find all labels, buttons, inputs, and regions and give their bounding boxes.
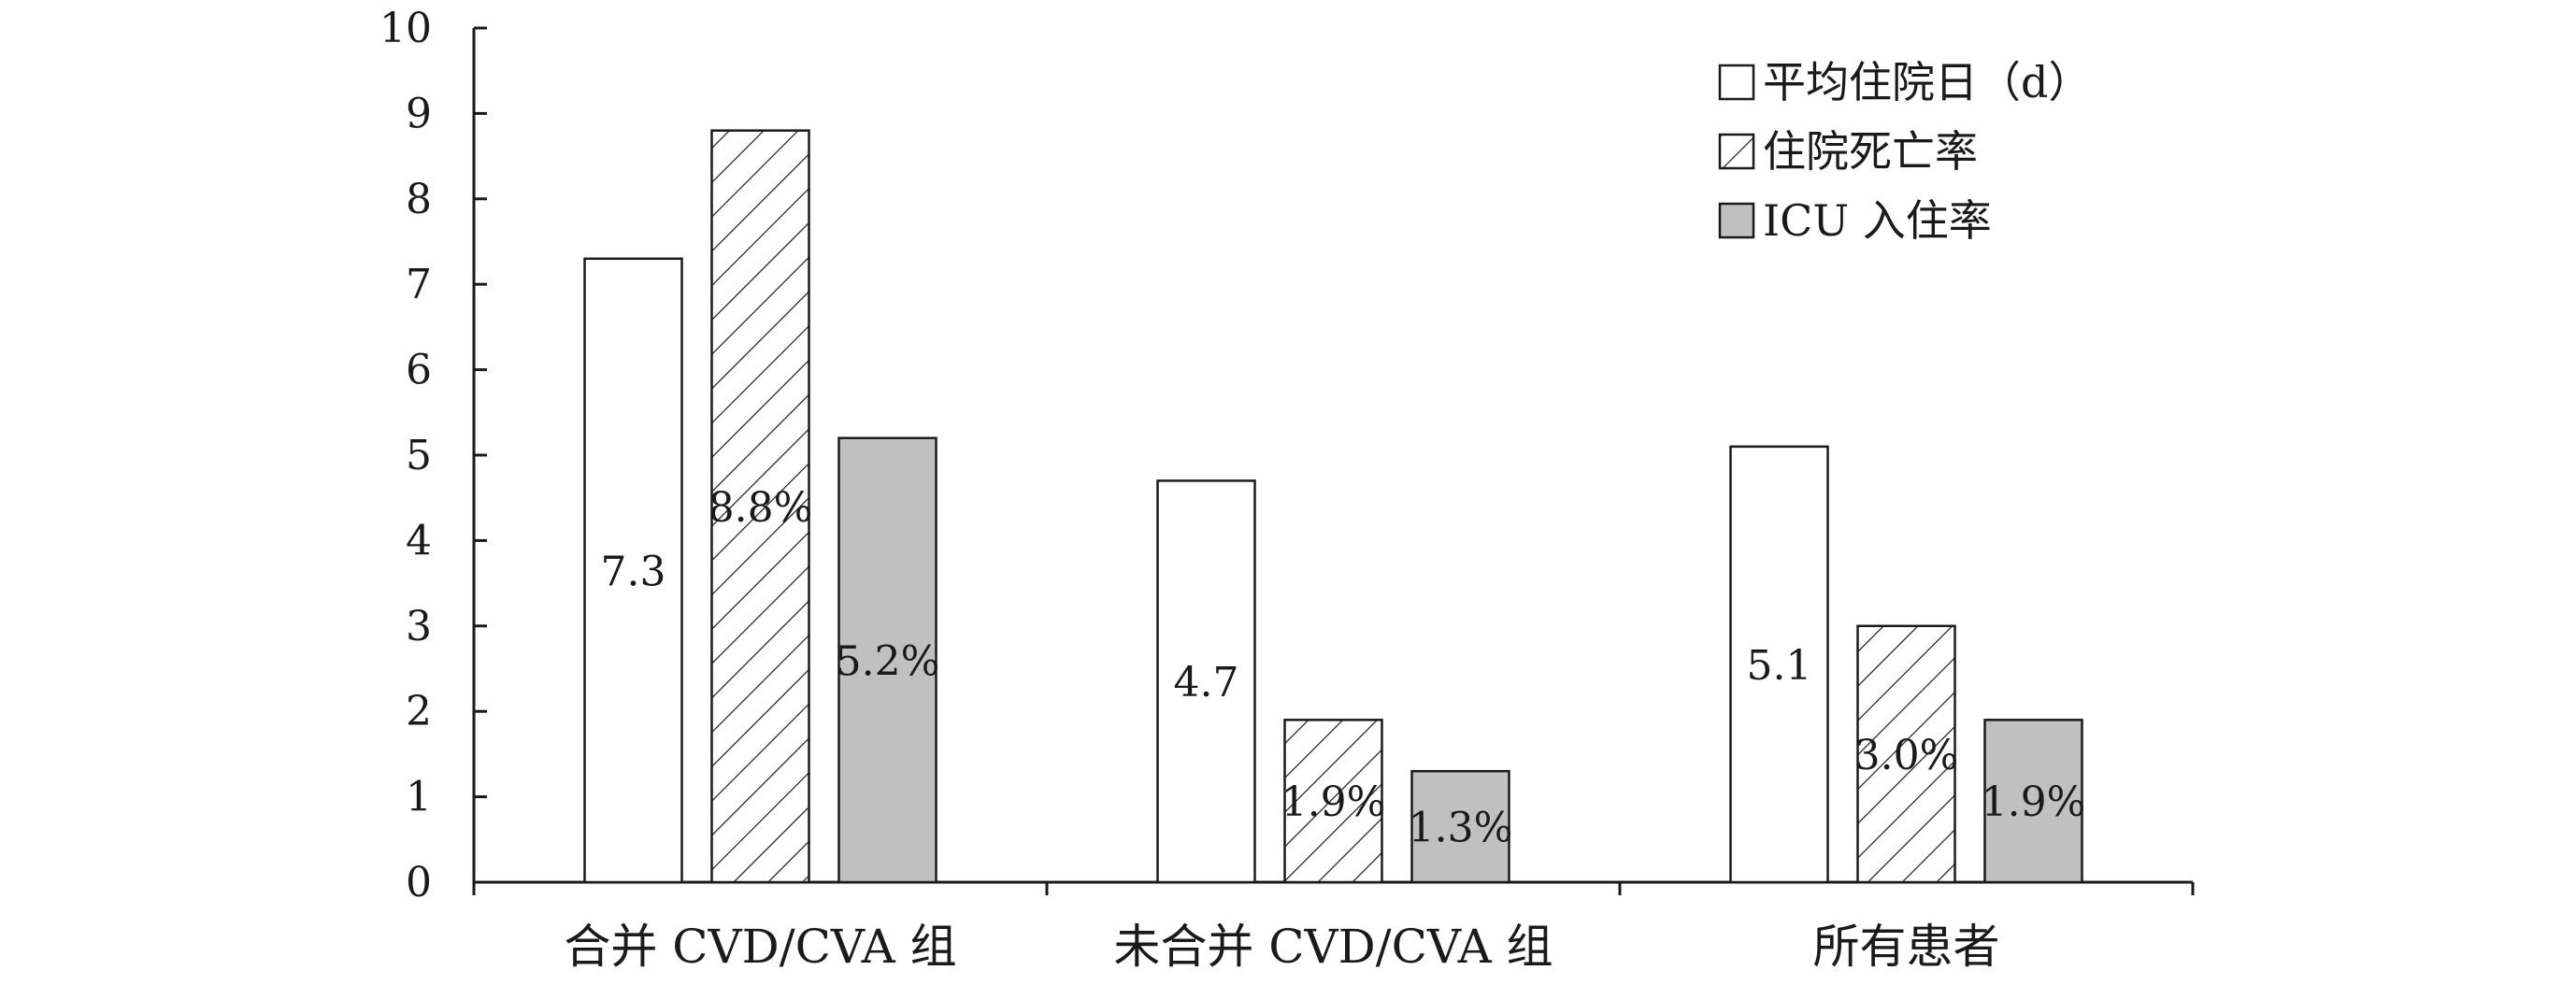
bar	[1156, 479, 1256, 884]
bar	[583, 257, 683, 884]
data-labels: 7.3 8.8% 5.2% 4.7 1.9% 1.3% 5.1 3.0% 1.9%	[601, 484, 2086, 852]
bar	[1283, 719, 1383, 884]
bar	[1729, 445, 1829, 884]
legend-label: ICU 入住率	[1763, 195, 1992, 246]
legend: 平均住院日（d） 住院死亡率 ICU 入住率	[1718, 57, 2091, 246]
legend-swatch	[1718, 133, 1755, 170]
x-category-label: 所有患者	[1813, 920, 2000, 974]
legend-label: 住院死亡率	[1763, 126, 1978, 177]
bar-value-label: 4.7	[1174, 659, 1239, 707]
bar-value-label: 3.0%	[1854, 732, 1959, 779]
legend-swatch	[1718, 202, 1755, 239]
legend-label: 平均住院日（d）	[1763, 57, 2091, 107]
x-category-label: 合并 CVD/CVA 组	[564, 920, 956, 974]
y-tick-label: 8	[406, 176, 432, 223]
y-tick-label: 3	[406, 603, 432, 650]
y-tick-label: 6	[406, 347, 432, 394]
bar-value-label: 1.9%	[1281, 778, 1386, 826]
y-tick-label: 0	[406, 859, 432, 906]
bar-value-label: 7.3	[601, 548, 666, 595]
y-tick-label: 4	[406, 517, 432, 564]
bar	[837, 436, 937, 884]
y-tick-label: 1	[406, 774, 432, 821]
bar-value-label: 8.8%	[708, 484, 813, 532]
y-tick-label: 2	[406, 688, 432, 735]
y-tick-label: 10	[379, 5, 432, 52]
bars	[583, 129, 2083, 884]
bar	[710, 129, 810, 884]
bar-value-label: 1.3%	[1409, 805, 1513, 852]
bar-value-label: 1.9%	[1982, 778, 2086, 826]
bar-value-label: 5.2%	[836, 637, 940, 685]
x-category-label: 未合并 CVD/CVA 组	[1113, 920, 1553, 974]
bar	[1856, 624, 1956, 884]
y-tick-label: 7	[406, 261, 432, 308]
legend-swatch	[1718, 64, 1755, 101]
y-tick-label: 9	[406, 90, 432, 137]
bar	[1983, 719, 2083, 884]
bar	[1410, 769, 1510, 884]
y-tick-label: 5	[406, 432, 432, 479]
bar-value-label: 5.1	[1747, 642, 1812, 690]
